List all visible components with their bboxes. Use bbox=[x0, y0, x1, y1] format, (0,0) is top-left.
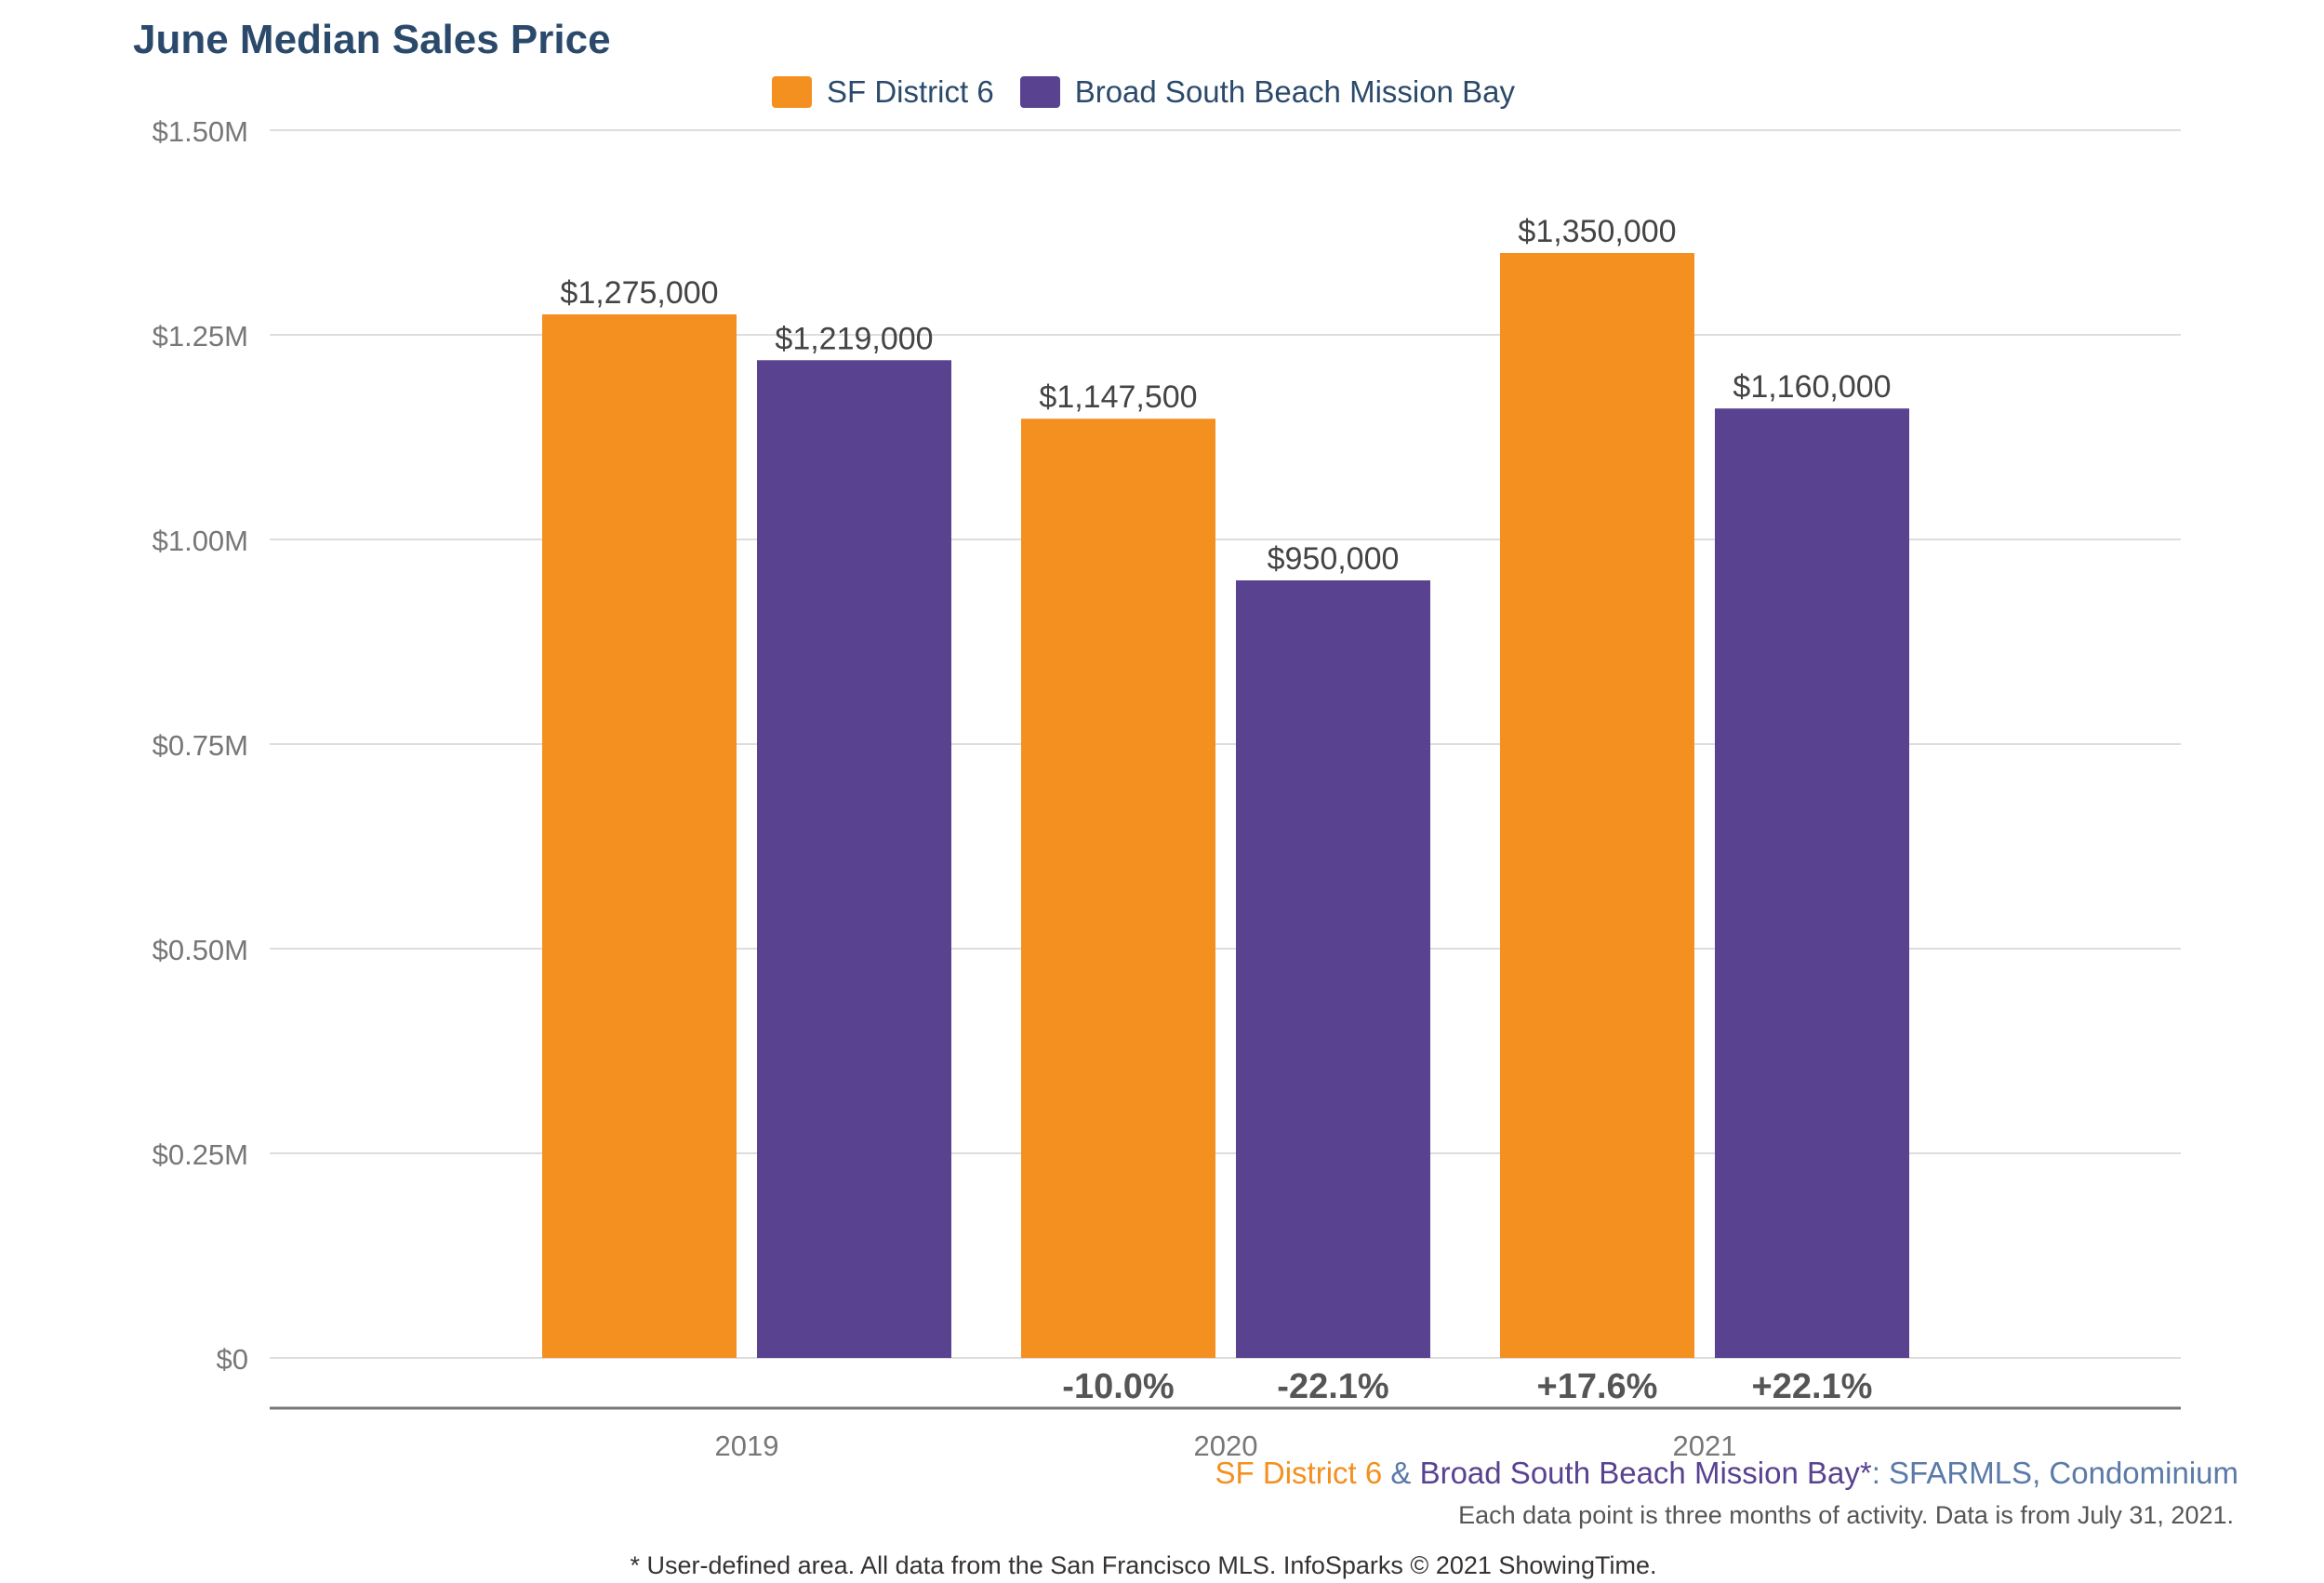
data-label: $950,000 bbox=[1268, 541, 1400, 577]
change-label: +17.6% bbox=[1537, 1367, 1658, 1406]
y-tick-label: $1.50M bbox=[153, 115, 248, 148]
x-tick-label: 2020 bbox=[1194, 1430, 1258, 1462]
source-ampersand: & bbox=[1382, 1456, 1420, 1490]
y-tick-label: $1.25M bbox=[153, 320, 248, 353]
data-note: Each data point is three months of activ… bbox=[1458, 1501, 2234, 1529]
y-tick-label: $0 bbox=[217, 1343, 248, 1376]
chart-title: June Median Sales Price bbox=[133, 17, 611, 62]
source-line: SF District 6 & Broad South Beach Missio… bbox=[1215, 1456, 2238, 1491]
bar-1-2021 bbox=[1500, 253, 1694, 1358]
source-suffix: : SFARMLS, Condominium bbox=[1871, 1456, 2238, 1490]
y-tick-label: $0.25M bbox=[153, 1138, 248, 1171]
data-label: $1,275,000 bbox=[560, 275, 718, 311]
x-tick-label: 2019 bbox=[715, 1430, 779, 1462]
change-label: -10.0% bbox=[1062, 1367, 1174, 1406]
legend-item-series2[interactable]: Broad South Beach Mission Bay bbox=[1019, 74, 1515, 110]
legend-item-series1[interactable]: SF District 6 bbox=[772, 74, 994, 110]
change-label: -22.1% bbox=[1277, 1367, 1388, 1406]
legend: SF District 6 Broad South Beach Mission … bbox=[0, 74, 2305, 110]
source-series1-name: SF District 6 bbox=[1215, 1456, 1383, 1490]
y-tick-label: $0.50M bbox=[153, 934, 248, 966]
legend-swatch-series1 bbox=[772, 76, 813, 108]
legend-swatch-series2 bbox=[1019, 76, 1060, 108]
disclaimer: * User-defined area. All data from the S… bbox=[630, 1551, 1657, 1579]
bar-1-2019 bbox=[542, 314, 737, 1358]
change-label: +22.1% bbox=[1752, 1367, 1873, 1406]
data-label: $1,147,500 bbox=[1039, 379, 1197, 415]
data-label: $1,350,000 bbox=[1518, 214, 1676, 249]
data-label: $1,219,000 bbox=[775, 321, 933, 356]
x-tick-label: 2021 bbox=[1673, 1430, 1737, 1462]
bar-1-2020 bbox=[1021, 419, 1215, 1358]
y-tick-label: $1.00M bbox=[153, 525, 248, 557]
bar-2-2021 bbox=[1715, 408, 1909, 1358]
bar-2-2020 bbox=[1236, 580, 1430, 1358]
legend-label-series1: SF District 6 bbox=[827, 74, 994, 109]
y-tick-label: $0.75M bbox=[153, 729, 248, 762]
bar-2-2019 bbox=[757, 360, 951, 1358]
legend-label-series2: Broad South Beach Mission Bay bbox=[1074, 74, 1515, 109]
source-series2-name: Broad South Beach Mission Bay* bbox=[1419, 1456, 1872, 1490]
data-label: $1,160,000 bbox=[1733, 369, 1891, 405]
